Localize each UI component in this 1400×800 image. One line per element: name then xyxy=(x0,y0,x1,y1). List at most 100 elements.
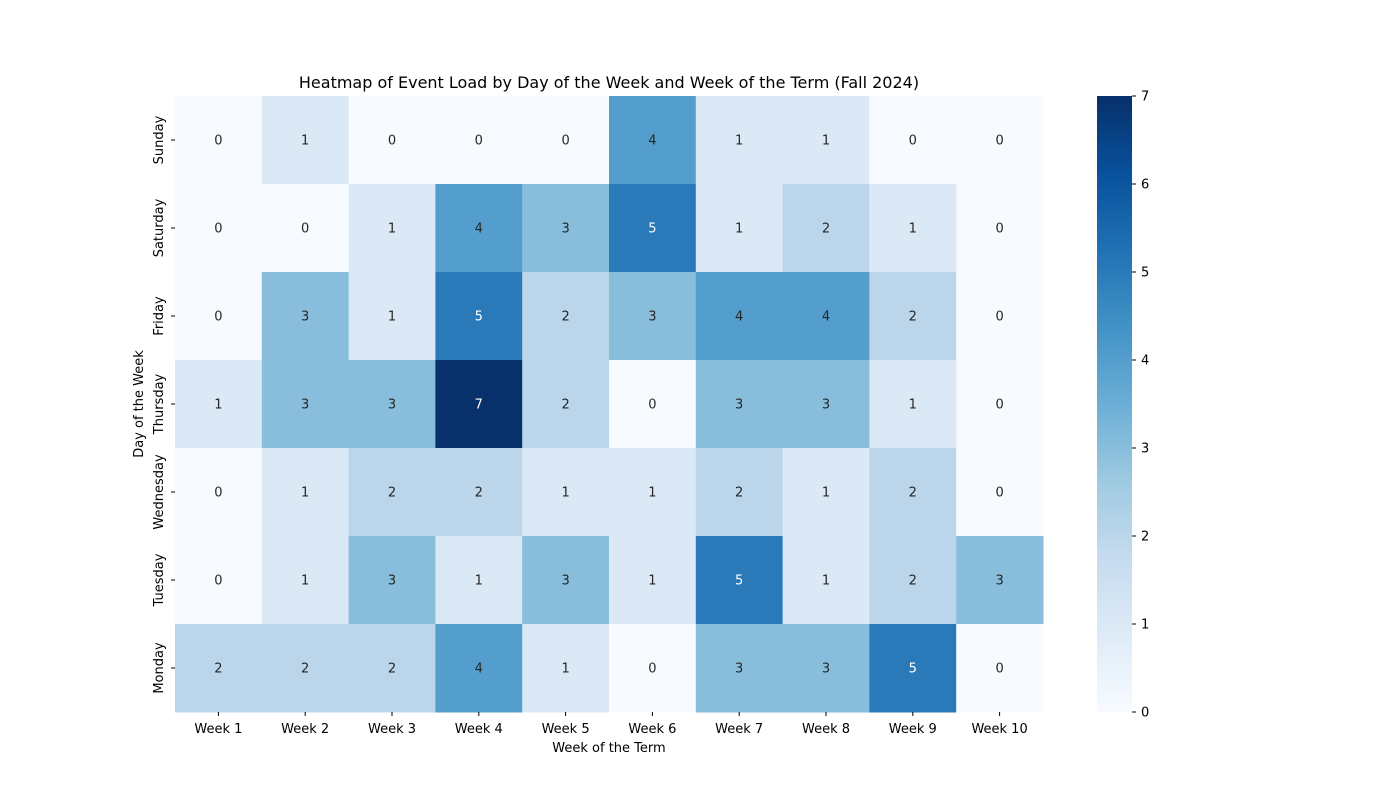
heatmap-cell xyxy=(869,272,957,361)
cell-value-label: 0 xyxy=(648,398,656,413)
cell-value-label: 4 xyxy=(648,134,656,149)
heatmap-cell xyxy=(782,624,870,713)
heatmap-cell xyxy=(956,448,1044,537)
colorbar-tick-label: 3 xyxy=(1141,442,1149,457)
heatmap-cell xyxy=(435,272,523,361)
heatmap-cell xyxy=(695,448,784,537)
cell-value-label: 0 xyxy=(214,486,222,501)
cell-value-label: 3 xyxy=(822,398,830,413)
heatmap-cell xyxy=(609,272,697,361)
heatmap-cell xyxy=(348,360,436,449)
y-axis-ticks: Sunday Saturday Friday Thursday Wednesday Tue… xyxy=(152,115,175,694)
cell-value-label: 1 xyxy=(301,486,309,501)
cell-value-label: 1 xyxy=(561,486,569,501)
heatmap-cell xyxy=(261,96,350,185)
heatmap-cell xyxy=(175,360,263,449)
x-tick-label: Week 1 xyxy=(194,722,242,737)
cell-value-label: 1 xyxy=(909,222,917,237)
heatmap-cell xyxy=(348,624,436,713)
cell-value-label: 1 xyxy=(388,310,396,325)
cell-value-label: 2 xyxy=(301,662,309,677)
heatmap-cell xyxy=(435,624,523,713)
heatmap-cell xyxy=(609,184,697,273)
colorbar-tick-label: 2 xyxy=(1141,530,1149,545)
heatmap-cell xyxy=(261,448,350,537)
heatmap-cell xyxy=(956,96,1044,185)
cell-value-label: 1 xyxy=(735,222,743,237)
heatmap-cell xyxy=(609,624,697,713)
heatmap-cell xyxy=(609,360,697,449)
heatmap-cell xyxy=(695,96,784,185)
heatmap-cell xyxy=(522,536,610,625)
x-tick-label: Week 10 xyxy=(971,722,1027,737)
cell-value-label: 5 xyxy=(735,574,743,589)
heatmap-cell xyxy=(261,624,350,713)
cell-value-label: 1 xyxy=(822,574,830,589)
x-axis-label: Week of the Term xyxy=(552,741,665,756)
heatmap-cell xyxy=(522,448,610,537)
cell-value-label: 2 xyxy=(909,310,917,325)
cell-value-label: 1 xyxy=(475,574,483,589)
cell-value-label: 1 xyxy=(735,134,743,149)
heatmap-cell xyxy=(782,184,870,273)
cell-value-label: 3 xyxy=(388,398,396,413)
heatmap-cell xyxy=(782,448,870,537)
colorbar: 0 1 2 3 4 5 6 7 xyxy=(1097,90,1149,721)
cell-value-label: 1 xyxy=(214,398,222,413)
heatmap-cell xyxy=(869,96,957,185)
cell-value-label: 2 xyxy=(561,398,569,413)
heatmap-cell xyxy=(695,272,784,361)
heatmap-cell xyxy=(261,360,350,449)
cell-value-label: 0 xyxy=(995,486,1003,501)
cell-value-label: 1 xyxy=(648,486,656,501)
heatmap-cell xyxy=(869,360,957,449)
cell-value-label: 3 xyxy=(561,222,569,237)
heatmap-cell xyxy=(782,536,870,625)
cell-value-label: 4 xyxy=(475,662,483,677)
cell-value-label: 1 xyxy=(909,398,917,413)
chart-title: Heatmap of Event Load by Day of the Week… xyxy=(299,73,919,92)
cell-value-label: 0 xyxy=(214,222,222,237)
heatmap-cell xyxy=(695,360,784,449)
cell-value-label: 2 xyxy=(822,222,830,237)
heatmap-cell xyxy=(435,536,523,625)
cell-value-label: 3 xyxy=(735,662,743,677)
heatmap-cell xyxy=(956,184,1044,273)
y-tick-label: Tuesday xyxy=(152,553,167,607)
cell-value-label: 0 xyxy=(214,574,222,589)
colorbar-tick-label: 0 xyxy=(1141,706,1149,721)
heatmap-cell xyxy=(175,536,263,625)
heatmap-cell xyxy=(522,272,610,361)
cell-value-label: 3 xyxy=(735,398,743,413)
cell-value-label: 7 xyxy=(475,398,483,413)
heatmap-cell xyxy=(348,184,436,273)
y-tick-label: Friday xyxy=(152,296,167,336)
heatmap-cell xyxy=(175,624,263,713)
cell-value-label: 3 xyxy=(388,574,396,589)
heatmap-cell xyxy=(175,96,263,185)
cell-value-label: 3 xyxy=(822,662,830,677)
heatmap-cell xyxy=(261,184,350,273)
heatmap-cell xyxy=(782,272,870,361)
heatmap-cell xyxy=(869,536,957,625)
heatmap-cell xyxy=(956,624,1044,713)
cell-value-label: 4 xyxy=(475,222,483,237)
cell-value-label: 0 xyxy=(995,222,1003,237)
cell-value-label: 1 xyxy=(822,486,830,501)
y-axis-label: Day of the Week xyxy=(132,350,147,458)
cell-value-label: 0 xyxy=(909,134,917,149)
heatmap-cell xyxy=(435,448,523,537)
cell-value-label: 0 xyxy=(561,134,569,149)
x-tick-label: Week 6 xyxy=(628,722,676,737)
x-tick-label: Week 2 xyxy=(281,722,329,737)
cell-value-label: 2 xyxy=(735,486,743,501)
colorbar-tick-label: 4 xyxy=(1141,354,1149,369)
cell-value-label: 3 xyxy=(561,574,569,589)
heatmap-cell xyxy=(522,184,610,273)
y-tick-label: Wednesday xyxy=(152,454,167,530)
heatmap-cell xyxy=(695,624,784,713)
cell-value-label: 5 xyxy=(909,662,917,677)
heatmap-cell xyxy=(695,184,784,273)
heatmap-cell xyxy=(869,184,957,273)
